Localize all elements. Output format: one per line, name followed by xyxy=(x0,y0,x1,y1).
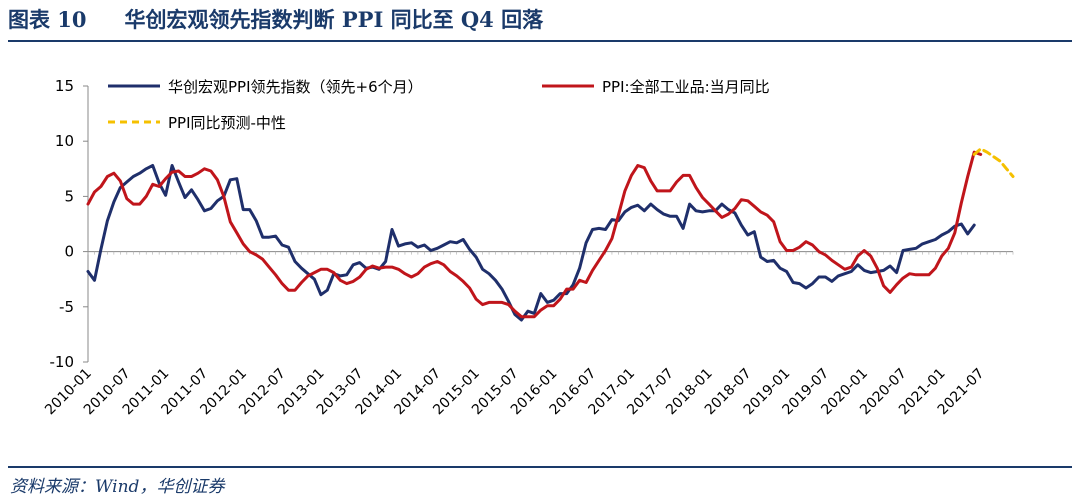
title-rule xyxy=(8,40,1072,42)
series-line-1 xyxy=(86,164,976,322)
source-rule xyxy=(8,466,1072,468)
y-tick-label: -5 xyxy=(59,298,74,316)
series-layer xyxy=(86,147,1015,322)
y-tick-label: 10 xyxy=(55,132,74,150)
y-tick-label: 5 xyxy=(64,187,74,205)
figure-title: 图表 10 华创宏观领先指数判断 PPI 同比至 Q4 回落 xyxy=(8,4,543,34)
figure-number: 图表 10 xyxy=(8,7,87,32)
figure-title-text: 华创宏观领先指数判断 PPI 同比至 Q4 回落 xyxy=(124,7,544,32)
y-tick-label: 0 xyxy=(64,243,74,261)
series-line-3 xyxy=(972,147,1015,178)
legend: 华创宏观PPI领先指数（领先+6个月） PPI:全部工业品:当月同比 PPI同比预测… xyxy=(108,78,770,132)
y-tick-label: 15 xyxy=(55,77,74,95)
legend-label-1: 华创宏观PPI领先指数（领先+6个月） xyxy=(168,78,423,96)
legend-label-2: PPI:全部工业品:当月同比 xyxy=(602,78,770,96)
source-note: 资料来源：Wind，华创证券 xyxy=(10,477,225,497)
legend-label-3: PPI同比预测-中性 xyxy=(168,114,286,132)
series-line-2 xyxy=(86,150,983,319)
y-tick-label: -10 xyxy=(50,353,75,371)
chart: -10-50510152010-012010-072011-012011-072… xyxy=(42,77,1015,418)
